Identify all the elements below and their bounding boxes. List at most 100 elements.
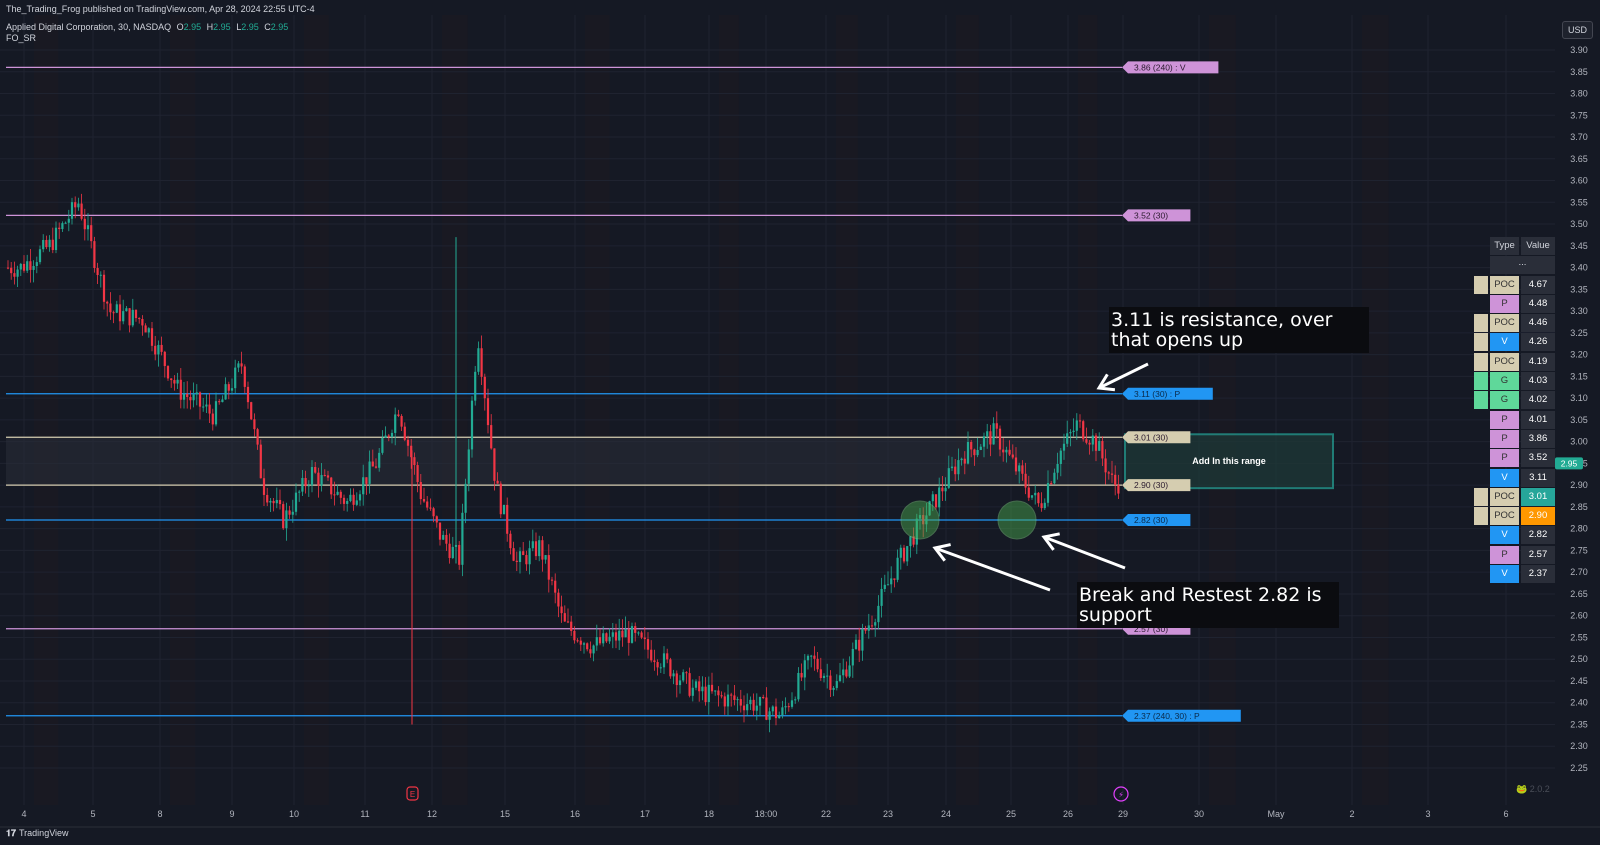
candle-body — [723, 696, 726, 707]
level-color-swatch — [1474, 507, 1488, 526]
indicator-name[interactable]: FO_SR — [6, 33, 37, 43]
sr-level-tag — [1122, 387, 1213, 400]
candle-body — [458, 544, 461, 565]
candle-body — [128, 308, 131, 326]
footer-brand[interactable]: 𝟏𝟕 TradingView — [6, 828, 69, 839]
candle-body — [781, 707, 784, 716]
level-type-cell: P — [1490, 410, 1519, 429]
candle-body — [19, 263, 22, 270]
candle-body — [326, 475, 330, 478]
annotation-arrowhead — [1041, 532, 1060, 551]
candle-body — [112, 312, 115, 314]
currency-button[interactable]: USD — [1562, 21, 1593, 39]
annotation-arrow — [1098, 362, 1149, 390]
candle-body — [48, 239, 51, 248]
candle-body — [157, 344, 160, 355]
candle-body — [736, 699, 739, 701]
sr-level-label: 2.82 (30) — [1134, 515, 1168, 525]
candle-body — [1085, 439, 1088, 443]
candle-body — [435, 516, 438, 523]
candle-body — [1046, 483, 1050, 503]
x-tick-label: 18:00 — [755, 809, 778, 819]
dividend-marker[interactable] — [1113, 786, 1129, 802]
candle-body — [1030, 495, 1034, 498]
candle-body — [621, 630, 624, 638]
y-tick-label: 2.70 — [1570, 567, 1588, 577]
x-tick-label: 24 — [941, 809, 951, 819]
candle-body — [461, 512, 464, 565]
level-type-cell: G — [1490, 372, 1519, 391]
candle-body — [240, 363, 243, 367]
candle-body — [566, 621, 570, 623]
candle-body — [477, 348, 480, 372]
candle-body — [234, 367, 237, 389]
candle-body — [1117, 484, 1120, 494]
candle-body — [598, 637, 602, 644]
candle-body — [179, 379, 182, 400]
y-tick-label: 3.45 — [1570, 241, 1588, 251]
candle-body — [13, 273, 16, 277]
open-value: 2.95 — [183, 22, 202, 32]
candle-body — [918, 515, 922, 519]
x-tick-label: 30 — [1194, 809, 1204, 819]
session-shade — [719, 15, 739, 805]
candle-body — [205, 404, 208, 407]
candle-body — [643, 637, 646, 640]
session-shade — [956, 15, 979, 805]
y-tick-label: 3.30 — [1570, 306, 1588, 316]
candle-body — [243, 366, 246, 387]
levels-table: Type Value ... POC 4.67 P 4.48 POC 4.46 V 4.26 P… — [1474, 237, 1555, 584]
candle-body — [1098, 441, 1101, 451]
x-tick-label: 17 — [640, 809, 650, 819]
candle-body — [826, 675, 829, 677]
levels-table-row: V 2.82 — [1474, 526, 1555, 545]
sr-level-label: 2.37 (240, 30) : P — [1134, 711, 1200, 721]
candle-body — [947, 468, 950, 488]
candle-body — [733, 695, 736, 700]
candle-body — [445, 534, 448, 544]
level-type-cell: P — [1490, 429, 1519, 448]
candle-body — [397, 414, 400, 417]
candle-body — [560, 606, 563, 614]
candle-body — [403, 426, 406, 440]
price-axis[interactable] — [1555, 15, 1600, 845]
candle-body — [298, 491, 301, 493]
levels-table-row: POC 4.67 — [1474, 275, 1555, 295]
candle-body — [339, 491, 342, 498]
candle-body — [941, 487, 944, 492]
candle-body — [166, 366, 170, 379]
x-tick-label: 12 — [427, 809, 437, 819]
candle-body — [86, 225, 90, 230]
candle-body — [314, 467, 317, 473]
sr-level-label: 3.52 (30) — [1134, 210, 1168, 220]
levels-table-row: POC 2.90 — [1474, 507, 1555, 526]
candle-body — [790, 700, 794, 707]
candle-body — [877, 605, 880, 623]
candle-body — [694, 681, 698, 688]
level-type-cell: POC — [1490, 507, 1519, 526]
candle-body — [989, 431, 992, 445]
y-tick-label: 3.15 — [1570, 371, 1588, 381]
candle-body — [707, 684, 710, 703]
candle-body — [246, 386, 250, 403]
candle-body — [406, 439, 410, 446]
sr-level-tag — [1122, 61, 1219, 74]
candle-body — [333, 494, 336, 496]
candle-body — [909, 536, 912, 547]
earnings-marker[interactable] — [406, 786, 419, 801]
level-value-cell: 2.90 — [1521, 507, 1555, 526]
time-axis[interactable] — [0, 805, 1600, 827]
level-value-cell: 4.03 — [1521, 372, 1555, 391]
candle-body — [1005, 449, 1008, 453]
dividend-marker-label: ⚡ — [1118, 791, 1124, 800]
candle-body — [749, 699, 752, 705]
candle-body — [342, 497, 346, 504]
candle-body — [547, 555, 550, 580]
candle-body — [474, 371, 477, 401]
session-shade — [304, 15, 329, 805]
candle-body — [1014, 457, 1018, 472]
y-tick-label: 3.10 — [1570, 393, 1588, 403]
x-tick-label: 2 — [1349, 809, 1354, 819]
session-shade — [836, 15, 858, 805]
